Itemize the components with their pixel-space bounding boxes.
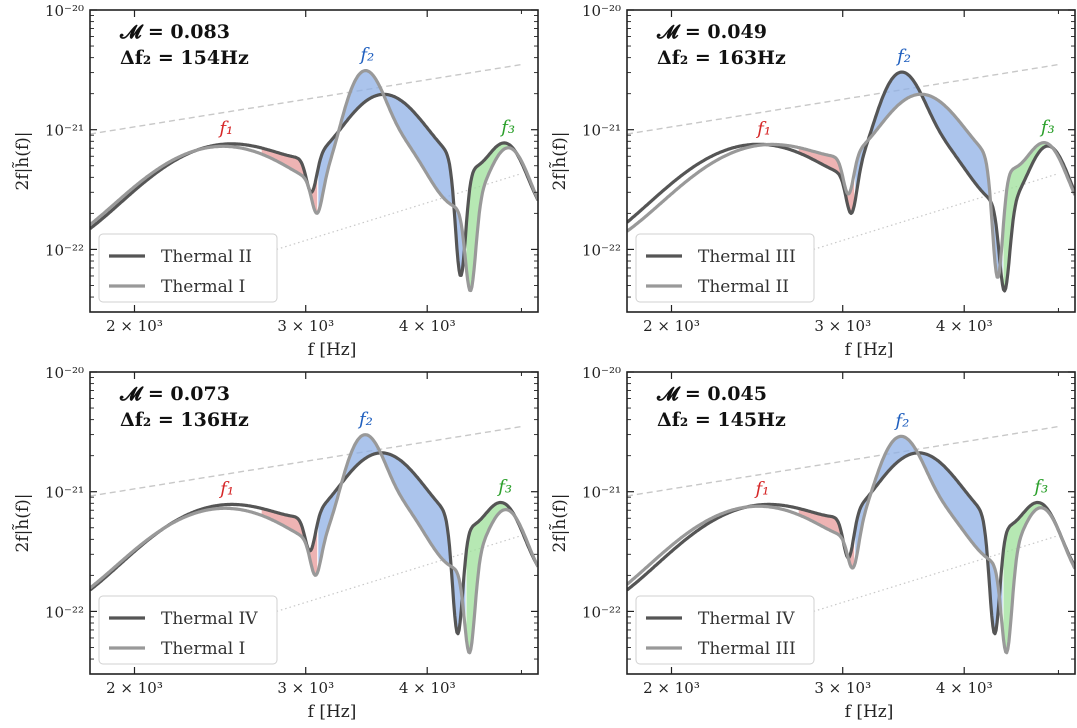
y-tick-label: 10⁻²² xyxy=(582,241,621,259)
delta-f2-annotation: Δf₂ = 145Hz xyxy=(657,409,786,431)
f2-mismatch-fill xyxy=(318,434,466,634)
x-axis-label: f [Hz] xyxy=(308,340,357,360)
y-tick-label: 10⁻²⁰ xyxy=(582,364,621,382)
series-line-thermal-ii xyxy=(90,92,538,277)
legend: Thermal IV Thermal I xyxy=(98,595,278,665)
reference-line-dotted xyxy=(813,535,1059,612)
f2-peak-label: f₂ xyxy=(893,410,909,431)
delta-f2-annotation: Δf₂ = 154Hz xyxy=(120,47,249,69)
mismatch-annotation: 𝓜 = 0.083 xyxy=(119,21,230,43)
reference-line-dashed xyxy=(627,425,1059,497)
f1-peak-label: f₁ xyxy=(753,478,769,499)
series-line-thermal-ii xyxy=(627,92,1075,279)
x-tick-label: 2 × 10³ xyxy=(106,317,163,335)
f3-mismatch-fill xyxy=(1003,142,1075,291)
legend-entry: Thermal III xyxy=(698,639,796,659)
f2-peak-label: f₂ xyxy=(895,46,911,67)
plot-area xyxy=(627,63,1075,293)
reference-line-dashed xyxy=(90,63,522,135)
f1-mismatch-fill xyxy=(798,508,855,568)
x-tick-label: 4 × 10³ xyxy=(399,317,456,335)
legend-entry: Thermal I xyxy=(161,639,245,659)
delta-f2-annotation: Δf₂ = 136Hz xyxy=(120,409,249,431)
legend: Thermal IV Thermal III xyxy=(635,595,815,665)
x-tick-label: 2 × 10³ xyxy=(643,317,700,335)
f2-peak-label: f₂ xyxy=(358,45,374,66)
legend-entry: Thermal I xyxy=(161,277,245,297)
y-tick-label: 10⁻²¹ xyxy=(582,122,621,140)
f2-mismatch-fill xyxy=(318,70,466,276)
reference-line-dashed xyxy=(90,425,522,497)
y-axis-label: 2f|h̃(f)| xyxy=(12,131,33,190)
series-line-thermal-iv xyxy=(627,451,1075,636)
x-tick-label: 3 × 10³ xyxy=(277,679,334,697)
x-tick-label: 2 × 10³ xyxy=(106,679,163,697)
y-tick-label: 10⁻²⁰ xyxy=(45,364,84,382)
axes-frame xyxy=(626,9,1076,313)
legend-entry: Thermal IV xyxy=(698,609,795,629)
f3-peak-label: f₃ xyxy=(1039,117,1055,138)
chart-panel-top-right: 2 × 10³ 3 × 10³ 4 × 10³ 10⁻²⁰ 10⁻²¹ 10⁻²² f [H… xyxy=(549,2,1076,360)
x-tick-label: 4 × 10³ xyxy=(936,679,993,697)
series-line-thermal-iii xyxy=(627,434,1075,655)
f3-peak-label: f₃ xyxy=(496,477,512,498)
y-tick-label: 10⁻²² xyxy=(45,603,84,621)
y-tick-label: 10⁻²⁰ xyxy=(582,2,621,20)
x-tick-label: 4 × 10³ xyxy=(399,679,456,697)
x-tick-label: 2 × 10³ xyxy=(643,679,700,697)
legend-entry: Thermal III xyxy=(698,247,796,267)
x-axis-label: f [Hz] xyxy=(845,702,894,722)
axes-frame xyxy=(89,9,539,313)
legend-entry: Thermal II xyxy=(698,277,789,297)
y-tick-label: 10⁻²¹ xyxy=(45,122,84,140)
x-axis-label: f [Hz] xyxy=(845,340,894,360)
chart-panel-bottom-left: 2 × 10³ 3 × 10³ 4 × 10³ 10⁻²⁰ 10⁻²¹ 10⁻²² f [H… xyxy=(12,364,539,722)
f2-mismatch-fill xyxy=(855,72,1003,285)
legend-entry: Thermal IV xyxy=(161,609,258,629)
x-tick-label: 4 × 10³ xyxy=(936,317,993,335)
mismatch-annotation: 𝓜 = 0.045 xyxy=(656,383,767,405)
f3-peak-label: f₃ xyxy=(1032,477,1048,498)
series-line-thermal-i xyxy=(90,69,538,293)
legend: Thermal II Thermal I xyxy=(98,233,278,303)
axes-frame xyxy=(626,371,1076,675)
plot-area xyxy=(90,63,538,293)
y-tick-label: 10⁻²¹ xyxy=(45,484,84,502)
f3-mismatch-fill xyxy=(466,142,538,291)
y-tick-label: 10⁻²¹ xyxy=(582,484,621,502)
reference-line-dashed xyxy=(627,63,1059,135)
x-axis-label: f [Hz] xyxy=(308,702,357,722)
y-axis-label: 2f|h̃(f)| xyxy=(549,493,570,552)
f2-peak-label: f₂ xyxy=(357,409,373,430)
delta-f2-annotation: Δf₂ = 163Hz xyxy=(657,47,786,69)
f2-mismatch-fill xyxy=(855,436,1003,634)
mismatch-annotation: 𝓜 = 0.049 xyxy=(656,21,767,43)
y-axis-label: 2f|h̃(f)| xyxy=(12,493,33,552)
chart-panel-bottom-right: 2 × 10³ 3 × 10³ 4 × 10³ 10⁻²⁰ 10⁻²¹ 10⁻²² f [H… xyxy=(549,364,1076,722)
chart-panel-top-left: 2 × 10³ 3 × 10³ 4 × 10³ 10⁻²⁰ 10⁻²¹ 10⁻²² f [H… xyxy=(12,2,539,360)
y-tick-label: 10⁻²² xyxy=(45,241,84,259)
y-axis-label: 2f|h̃(f)| xyxy=(549,131,570,190)
mismatch-annotation: 𝓜 = 0.073 xyxy=(119,383,230,405)
plot-area xyxy=(90,425,538,655)
x-tick-label: 3 × 10³ xyxy=(814,317,871,335)
f1-peak-label: f₁ xyxy=(755,118,771,139)
f1-peak-label: f₁ xyxy=(217,118,233,139)
x-tick-label: 3 × 10³ xyxy=(277,317,334,335)
axes-frame xyxy=(89,371,539,675)
legend-entry: Thermal II xyxy=(161,247,252,267)
legend: Thermal III Thermal II xyxy=(635,233,815,303)
f3-peak-label: f₃ xyxy=(499,117,515,138)
y-tick-label: 10⁻²² xyxy=(582,603,621,621)
f1-peak-label: f₁ xyxy=(218,478,234,499)
y-tick-label: 10⁻²⁰ xyxy=(45,2,84,20)
f1-mismatch-fill xyxy=(261,508,318,576)
series-line-thermal-i xyxy=(90,433,538,655)
x-tick-label: 3 × 10³ xyxy=(814,679,871,697)
plot-area xyxy=(627,425,1075,655)
